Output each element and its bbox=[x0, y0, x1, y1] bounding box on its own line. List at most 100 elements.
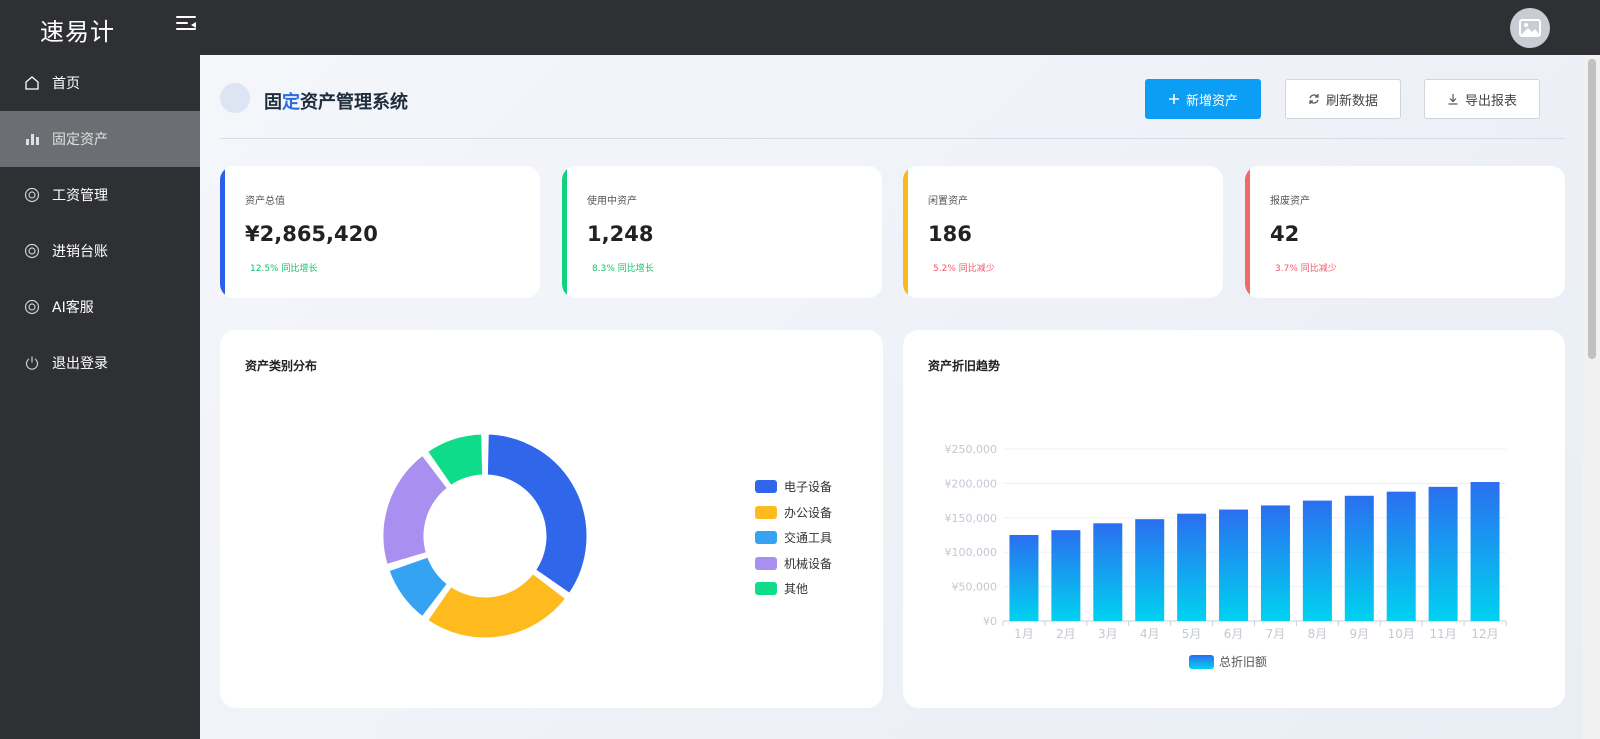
legend-swatch bbox=[755, 531, 777, 544]
bar-11月[interactable] bbox=[1428, 486, 1458, 621]
lifebuoy-icon bbox=[24, 187, 40, 203]
stat-trend: 12.5% 同比增长 bbox=[250, 264, 318, 274]
donut-chart bbox=[380, 431, 590, 641]
legend-item[interactable]: 交通工具 bbox=[755, 529, 832, 546]
y-tick-label: ¥250,000 bbox=[945, 443, 998, 456]
donut-slice-4[interactable] bbox=[424, 431, 486, 489]
legend-item[interactable]: 电子设备 bbox=[755, 478, 832, 495]
menu-toggle-icon[interactable] bbox=[176, 16, 196, 34]
lifebuoy-icon bbox=[24, 299, 40, 315]
brand-logo: 速易计 bbox=[40, 18, 115, 46]
sidebar-item-salary[interactable]: 工资管理 bbox=[0, 167, 200, 223]
legend-item[interactable]: 办公设备 bbox=[755, 504, 832, 521]
sidebar-item-ledger[interactable]: 进销台账 bbox=[0, 223, 200, 279]
power-icon bbox=[24, 355, 40, 371]
bar-3月[interactable] bbox=[1093, 523, 1123, 621]
stat-accent-bar bbox=[1245, 166, 1250, 298]
x-tick-label: 2月 bbox=[1056, 627, 1076, 641]
stat-value: 186 bbox=[928, 222, 972, 246]
stat-value: 1,248 bbox=[587, 222, 654, 246]
sidebar-item-label: 退出登录 bbox=[52, 356, 108, 372]
x-tick-label: 9月 bbox=[1349, 627, 1369, 641]
bar-9月[interactable] bbox=[1344, 495, 1374, 621]
sidebar-item-label: 进销台账 bbox=[52, 244, 108, 260]
bar-2月[interactable] bbox=[1051, 530, 1081, 621]
bar-12月[interactable] bbox=[1470, 482, 1500, 621]
legend-label: 机械设备 bbox=[784, 556, 833, 571]
export-report-button[interactable]: 导出报表 bbox=[1424, 79, 1540, 119]
x-tick-label: 7月 bbox=[1266, 627, 1286, 641]
sidebar: 首页 固定资产 工资管理 进销台账 AI客服 退出登录 bbox=[0, 55, 200, 739]
chart-legend[interactable]: 总折旧额 bbox=[1189, 654, 1267, 669]
home-icon bbox=[24, 75, 40, 91]
stat-value: ¥2,865,420 bbox=[245, 222, 378, 246]
bar-5月[interactable] bbox=[1177, 513, 1207, 621]
top-bar: 速易计 bbox=[0, 0, 1600, 55]
sidebar-item-label: AI客服 bbox=[52, 300, 94, 316]
avatar[interactable] bbox=[1510, 8, 1550, 48]
stat-label: 资产总值 bbox=[245, 196, 285, 207]
donut-slice-0[interactable] bbox=[484, 431, 590, 597]
y-tick-label: ¥200,000 bbox=[945, 477, 998, 490]
bar-6月[interactable] bbox=[1219, 509, 1249, 621]
bar-chart: ¥0 ¥50,000 ¥100,000 ¥150,000 ¥200,000 ¥250,00… bbox=[945, 443, 1507, 669]
scrollbar-thumb[interactable] bbox=[1588, 59, 1596, 359]
bar-chart-icon bbox=[24, 131, 40, 147]
bar-7月[interactable] bbox=[1260, 505, 1290, 621]
stat-trend: 3.7% 同比减少 bbox=[1275, 264, 1337, 274]
x-tick-label: 12月 bbox=[1471, 627, 1498, 641]
x-tick-label: 1月 bbox=[1014, 627, 1034, 641]
refresh-icon bbox=[1308, 93, 1320, 105]
legend-swatch bbox=[755, 480, 777, 493]
add-asset-button[interactable]: 新增资产 bbox=[1145, 79, 1261, 119]
stat-trend: 5.2% 同比减少 bbox=[933, 264, 995, 274]
legend-label: 总折旧额 bbox=[1219, 654, 1267, 669]
stat-card-in-use: 使用中资产 1,248 8.3% 同比增长 bbox=[562, 166, 882, 298]
donut-slice-3[interactable] bbox=[380, 452, 451, 568]
stat-accent-bar bbox=[220, 166, 225, 298]
sidebar-item-logout[interactable]: 退出登录 bbox=[0, 335, 200, 391]
stat-accent-bar bbox=[562, 166, 567, 298]
chart-title: 资产折旧趋势 bbox=[928, 359, 1001, 373]
legend-label: 交通工具 bbox=[784, 531, 833, 545]
legend-label: 办公设备 bbox=[784, 505, 833, 520]
depreciation-trend-card: 资产折旧趋势 ¥0 ¥50,000 ¥100,000 ¥150,000 ¥200,000… bbox=[903, 330, 1565, 708]
stat-card-total-value: 资产总值 ¥2,865,420 12.5% 同比增长 bbox=[220, 166, 540, 298]
donut-slice-2[interactable] bbox=[386, 554, 451, 620]
stat-label: 报废资产 bbox=[1270, 196, 1310, 207]
stat-value: 42 bbox=[1270, 222, 1300, 246]
stat-label: 闲置资产 bbox=[928, 196, 968, 207]
stat-label: 使用中资产 bbox=[587, 196, 637, 207]
stat-accent-bar bbox=[903, 166, 908, 298]
sidebar-item-label: 固定资产 bbox=[52, 132, 108, 148]
legend-item[interactable]: 机械设备 bbox=[755, 555, 832, 572]
y-tick-label: ¥100,000 bbox=[945, 546, 998, 559]
x-tick-label: 5月 bbox=[1182, 627, 1202, 641]
sidebar-item-home[interactable]: 首页 bbox=[0, 55, 200, 111]
stat-trend: 8.3% 同比增长 bbox=[592, 264, 654, 274]
plus-icon bbox=[1168, 93, 1180, 105]
bar-4月[interactable] bbox=[1135, 519, 1165, 621]
bar-8月[interactable] bbox=[1302, 500, 1332, 621]
donut-slice-1[interactable] bbox=[424, 570, 569, 641]
legend-swatch bbox=[1189, 655, 1214, 669]
sidebar-item-fixed-assets[interactable]: 固定资产 bbox=[0, 111, 200, 167]
legend-label: 其他 bbox=[784, 582, 809, 596]
legend-label: 电子设备 bbox=[784, 480, 833, 494]
sidebar-item-label: 首页 bbox=[52, 76, 80, 92]
sidebar-item-ai-service[interactable]: AI客服 bbox=[0, 279, 200, 335]
legend-item[interactable]: 其他 bbox=[755, 580, 808, 597]
main-content: 固定资产管理系统 新增资产 刷新数据 导出报表 资产总值 ¥2,865,420 … bbox=[200, 55, 1583, 739]
bar-1月[interactable] bbox=[1009, 535, 1039, 621]
bar-10月[interactable] bbox=[1386, 491, 1416, 621]
header-badge bbox=[220, 83, 250, 113]
stat-card-scrapped: 报废资产 42 3.7% 同比减少 bbox=[1245, 166, 1565, 298]
x-tick-label: 4月 bbox=[1140, 627, 1160, 641]
image-icon bbox=[1519, 19, 1541, 37]
download-icon bbox=[1447, 93, 1459, 105]
vertical-scrollbar[interactable] bbox=[1584, 55, 1600, 739]
lifebuoy-icon bbox=[24, 243, 40, 259]
x-tick-label: 6月 bbox=[1224, 627, 1244, 641]
legend-swatch bbox=[755, 582, 777, 595]
refresh-data-button[interactable]: 刷新数据 bbox=[1285, 79, 1401, 119]
